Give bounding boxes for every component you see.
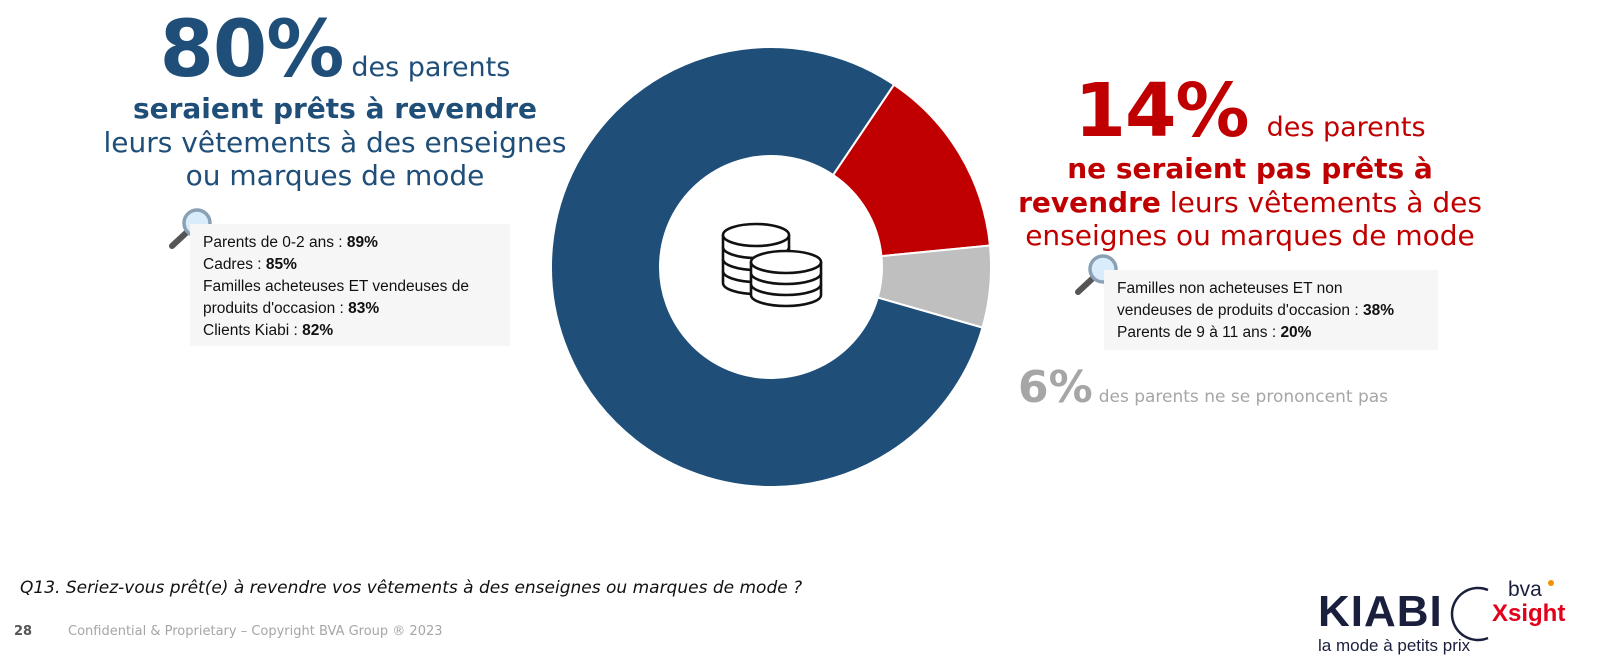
note-line: vendeuses de produits d'occasion : 38% [1117, 302, 1394, 319]
note-line: Familles acheteuses ET vendeuses de [203, 278, 469, 295]
note-line: produits d'occasion : 83% [203, 300, 380, 317]
yes-percent: 80% [159, 5, 345, 95]
bva-arc-icon [1450, 586, 1489, 642]
note-line: Parents de 0-2 ans : 89% [203, 234, 378, 251]
bva-dot-icon [1548, 580, 1554, 586]
neutral-label: 6% des parents ne se prononcent pas [1018, 364, 1388, 412]
yes-line-3: ou marques de mode [185, 159, 485, 192]
coins-icon [721, 222, 823, 308]
note-line: Clients Kiabi : 82% [203, 322, 334, 339]
neutral-text: des parents ne se prononcent pas [1098, 387, 1389, 407]
slice-yes [550, 46, 984, 488]
copyright-footer: Confidential & Proprietary – Copyright B… [68, 624, 443, 639]
note-line: Parents de 9 à 11 ans : 20% [1117, 324, 1312, 341]
no-suffix: des parents [1266, 112, 1426, 143]
question-text: Q13. Seriez-vous prêt(e) à revendre vos … [20, 578, 803, 598]
kiabi-tagline: la mode à petits prix [1318, 636, 1471, 655]
no-notes-box: Familles non acheteuses ET non vendeuses… [1104, 270, 1438, 350]
no-percent: 14% [1074, 68, 1249, 154]
bva-logo: bva [1508, 578, 1542, 601]
yes-headline: 80% des parents seraient prêts à revendre… [100, 8, 570, 192]
yes-suffix: des parents [351, 52, 511, 83]
yes-notes-box: Parents de 0-2 ans : 89% Cadres : 85% Fa… [190, 224, 510, 346]
page-number: 28 [14, 624, 33, 639]
donut-chart [550, 46, 992, 488]
no-headline: 14% des parents ne seraient pas prêts à r… [1010, 70, 1490, 252]
note-line: Cadres : 85% [203, 256, 297, 273]
note-line: Familles non acheteuses ET non [1117, 280, 1343, 297]
neutral-percent: 6% [1018, 362, 1093, 413]
yes-bold-line: seraient prêts à revendre [132, 92, 538, 125]
no-line-3: enseignes ou marques de mode [1025, 219, 1475, 252]
xsight-logo: Xsight [1492, 600, 1566, 627]
yes-line-2: leurs vêtements à des enseignes [103, 126, 567, 159]
kiabi-logo: KIABI [1318, 587, 1443, 636]
no-bold-line: ne seraient pas prêts à [1067, 152, 1433, 185]
no-bold-word: revendre [1018, 186, 1161, 219]
no-line-2: revendre leurs vêtements à des [1018, 186, 1482, 219]
